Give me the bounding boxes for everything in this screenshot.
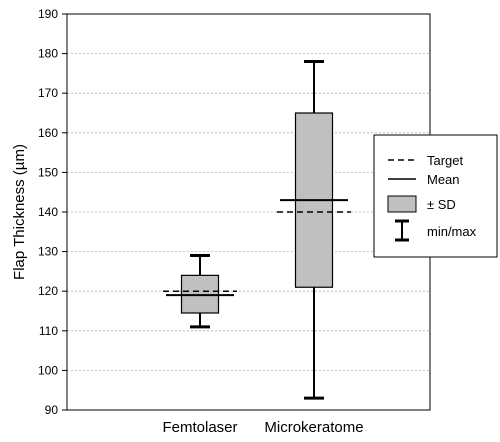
x-axis-categories: Femtolaser Microkeratome	[162, 419, 363, 436]
y-tick-label: 160	[38, 126, 58, 140]
legend: Target Mean ± SD min/max	[373, 134, 498, 258]
box-group	[163, 254, 237, 329]
x-category-label: Femtolaser	[162, 419, 237, 436]
gray-box-icon	[387, 195, 417, 213]
box-group	[277, 60, 351, 400]
legend-entry: ± SD	[387, 195, 456, 213]
y-tick-label: 110	[39, 324, 58, 338]
legend-label: ± SD	[427, 197, 456, 212]
y-axis-label: Flap Thickness (µm)	[11, 144, 28, 280]
y-axis-ticks: 90 100 110 120 130 140 150 160 170 180 190	[38, 7, 67, 417]
y-tick-label: 180	[38, 47, 58, 61]
y-tick-label: 150	[38, 165, 58, 179]
y-tick-label: 170	[38, 86, 58, 100]
y-tick-label: 90	[45, 403, 59, 417]
box-series	[163, 60, 351, 400]
legend-entry: min/max	[395, 219, 477, 242]
legend-entry: Target	[388, 153, 464, 168]
legend-label: Mean	[427, 172, 460, 187]
x-category-label: Microkeratome	[264, 419, 363, 436]
y-tick-label: 100	[38, 363, 58, 377]
y-tick-label: 190	[38, 7, 58, 21]
y-tick-label: 140	[38, 205, 58, 219]
legend-label: Target	[427, 153, 464, 168]
y-tick-label: 120	[38, 284, 58, 298]
legend-entry: Mean	[388, 172, 460, 187]
y-tick-label: 130	[38, 245, 58, 259]
legend-label: min/max	[427, 224, 477, 239]
